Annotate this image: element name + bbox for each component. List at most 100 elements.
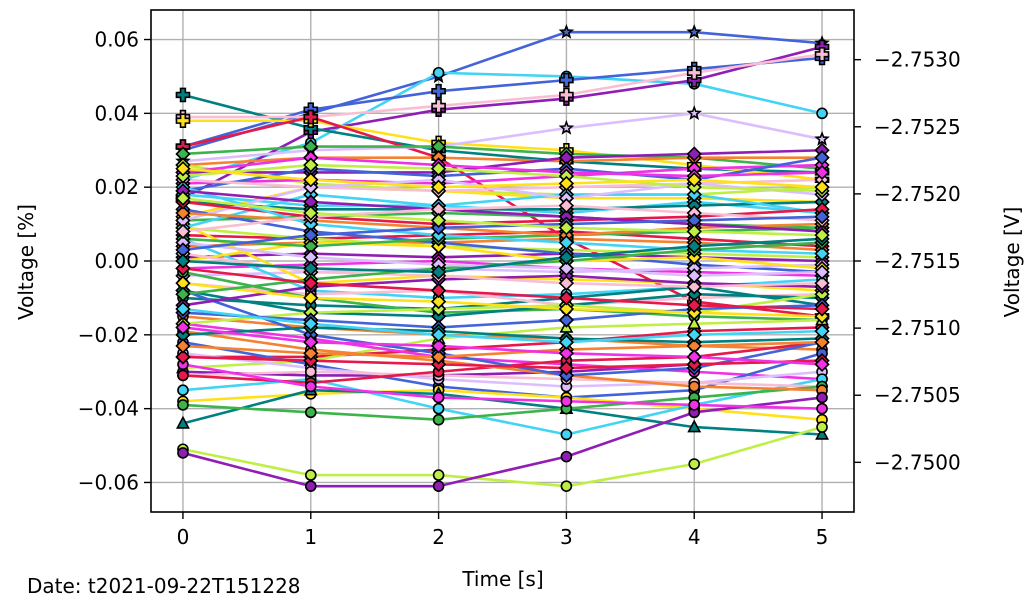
y-right-tick-label: −2.7530 xyxy=(874,48,961,72)
x-axis-title: Time [s] xyxy=(461,567,543,591)
left-y-axis: 0.06 0.04 0.02 0.00 −0.02 −0.04 −0.06 xyxy=(78,28,151,494)
data-point xyxy=(686,65,702,81)
series-line xyxy=(182,204,823,233)
series-line xyxy=(182,388,823,436)
series-47 xyxy=(177,391,828,492)
data-point xyxy=(558,198,575,214)
series-75 xyxy=(175,231,830,280)
data-point xyxy=(686,268,702,284)
data-point xyxy=(177,369,189,382)
data-point xyxy=(816,107,828,120)
data-point xyxy=(303,227,319,243)
series-76 xyxy=(175,301,830,350)
series-line xyxy=(182,167,823,189)
series-line xyxy=(182,189,823,233)
data-point xyxy=(686,223,702,240)
data-point xyxy=(686,327,702,343)
series-line xyxy=(182,45,823,200)
data-point xyxy=(303,345,319,361)
data-point xyxy=(430,327,447,343)
data-point xyxy=(431,83,446,99)
data-point xyxy=(430,349,447,365)
series-line xyxy=(182,281,823,318)
data-point xyxy=(303,290,319,306)
data-point xyxy=(686,279,702,295)
data-point xyxy=(558,234,575,251)
right-y-axis: −2.7530 −2.7525 −2.7520 −2.7515 −2.7510 −2.75… xyxy=(854,48,961,474)
series-line xyxy=(182,237,823,274)
data-point xyxy=(558,301,575,317)
data-point xyxy=(175,223,191,240)
data-point xyxy=(686,146,702,162)
data-point xyxy=(303,316,319,332)
x-tick-label: 2 xyxy=(432,525,445,549)
data-point xyxy=(430,264,447,280)
data-point xyxy=(432,480,445,492)
data-point xyxy=(814,334,830,350)
data-point xyxy=(177,447,189,459)
series-line xyxy=(182,115,823,318)
x-axis: 0 1 2 3 4 5 xyxy=(177,512,828,549)
data-point xyxy=(558,23,575,39)
y-right-tick-label: −2.7525 xyxy=(874,115,961,139)
data-point xyxy=(175,338,191,354)
data-point xyxy=(177,384,189,396)
data-point xyxy=(304,469,317,481)
y-tick-label: 0.00 xyxy=(94,249,139,273)
x-tick-label: 1 xyxy=(304,525,317,549)
series-line xyxy=(182,53,823,119)
data-point xyxy=(560,480,573,492)
data-point xyxy=(686,349,702,365)
data-point xyxy=(688,458,701,470)
y-right-tick-label: −2.7520 xyxy=(874,182,961,206)
data-point xyxy=(303,275,319,291)
data-point xyxy=(430,161,447,177)
data-point xyxy=(303,172,319,188)
x-tick-label: 0 xyxy=(177,525,190,549)
data-point xyxy=(558,360,575,376)
y-tick-label: −0.06 xyxy=(78,470,139,494)
y-right-tick-label: −2.7515 xyxy=(874,249,961,273)
data-point xyxy=(432,66,445,79)
data-point xyxy=(304,380,317,393)
x-tick-label: 3 xyxy=(560,525,573,549)
data-point xyxy=(303,260,319,277)
data-point xyxy=(815,426,829,440)
series-46 xyxy=(177,421,828,492)
data-point xyxy=(558,260,575,277)
series-line xyxy=(182,329,823,392)
series-line xyxy=(182,252,823,289)
series-0 xyxy=(175,23,830,157)
data-point xyxy=(175,113,191,129)
data-point xyxy=(560,428,573,441)
x-tick-label: 4 xyxy=(688,525,701,549)
series-line xyxy=(182,215,823,252)
series-line xyxy=(182,355,823,370)
series-line xyxy=(182,326,823,359)
right-y-axis-title: Voltage [V] xyxy=(1000,207,1024,318)
data-point xyxy=(814,150,830,166)
series-line xyxy=(182,351,823,388)
data-point xyxy=(175,349,191,365)
data-point xyxy=(558,345,575,361)
series-line xyxy=(182,326,823,344)
data-point xyxy=(304,480,317,492)
data-point xyxy=(175,286,191,302)
data-point xyxy=(558,119,575,135)
series-line xyxy=(182,196,823,237)
data-point xyxy=(432,469,445,481)
series-line xyxy=(182,396,823,488)
data-point xyxy=(559,87,574,103)
data-point xyxy=(816,402,828,415)
data-point xyxy=(686,105,703,120)
data-point xyxy=(432,391,445,404)
data-point xyxy=(814,301,830,317)
data-point xyxy=(558,175,575,192)
y-tick-label: −0.04 xyxy=(78,397,139,421)
data-point xyxy=(432,413,445,426)
data-point xyxy=(558,220,575,236)
series-line xyxy=(182,267,823,311)
data-point xyxy=(430,212,447,229)
data-point xyxy=(686,238,702,254)
